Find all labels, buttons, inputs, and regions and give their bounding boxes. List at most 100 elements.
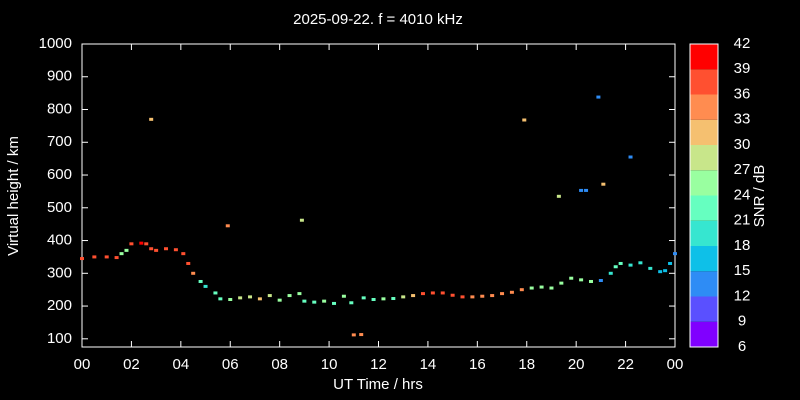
- data-point: [628, 155, 633, 159]
- data-point: [349, 301, 354, 305]
- data-point: [509, 290, 514, 294]
- data-point: [556, 194, 561, 198]
- colorbar-tick-label: 15: [734, 262, 751, 279]
- data-point: [673, 252, 677, 256]
- data-point: [559, 281, 564, 285]
- colorbar-tick-label: 9: [738, 313, 746, 330]
- data-point: [124, 248, 129, 252]
- y-tick-label: 900: [47, 68, 72, 85]
- data-point: [80, 257, 84, 261]
- data-point: [332, 301, 337, 305]
- colorbar-tick-label: 21: [734, 212, 751, 229]
- data-point: [228, 298, 233, 302]
- data-point: [648, 266, 653, 270]
- colorbar-bin: [690, 296, 718, 322]
- data-point: [601, 182, 606, 186]
- y-tick-label: 300: [47, 264, 72, 281]
- colorbar-tick-label: 18: [734, 237, 751, 254]
- colorbar-bin: [690, 170, 718, 196]
- data-point: [297, 292, 302, 296]
- data-point: [569, 276, 574, 280]
- colorbar-tick-label: 39: [734, 60, 751, 77]
- data-point: [430, 291, 435, 295]
- data-point: [519, 288, 524, 292]
- data-point: [359, 333, 364, 337]
- x-tick-label: 22: [617, 356, 634, 373]
- data-point: [198, 279, 203, 283]
- colorbar-tick-label: 33: [734, 111, 751, 128]
- data-point: [119, 252, 124, 256]
- data-point: [608, 271, 613, 275]
- data-point: [598, 279, 603, 283]
- data-point: [144, 242, 149, 246]
- y-tick-label: 400: [47, 232, 72, 249]
- chart-title: 2025-09-22. f = 4010 kHz: [293, 11, 463, 28]
- data-point: [539, 285, 544, 289]
- data-point: [213, 291, 218, 295]
- y-tick-label: 100: [47, 330, 72, 347]
- colorbar-bin: [690, 271, 718, 297]
- data-point: [628, 263, 633, 267]
- data-point: [638, 261, 643, 265]
- data-point: [411, 294, 416, 298]
- data-point: [341, 294, 346, 298]
- colorbar-bin: [690, 246, 718, 272]
- data-point: [238, 296, 243, 300]
- colorbar-tick-label: 27: [734, 161, 751, 178]
- data-point: [164, 247, 169, 251]
- data-point: [663, 269, 668, 273]
- y-axis-label: Virtual height / km: [5, 136, 22, 256]
- y-tick-label: 800: [47, 100, 72, 117]
- data-point: [450, 293, 455, 297]
- data-point: [173, 248, 178, 252]
- colorbar-tick-label: 6: [738, 338, 746, 355]
- colorbar-tick-label: 24: [734, 186, 751, 203]
- x-tick-label: 08: [271, 356, 288, 373]
- data-point: [371, 298, 376, 302]
- data-point: [584, 188, 589, 192]
- data-point: [522, 118, 527, 122]
- x-tick-label: 06: [222, 356, 239, 373]
- y-tick-label: 700: [47, 133, 72, 150]
- data-point: [312, 300, 317, 304]
- colorbar-tick-label: 42: [734, 35, 751, 52]
- x-tick-label: 18: [518, 356, 535, 373]
- x-tick-label: 12: [370, 356, 387, 373]
- y-tick-label: 500: [47, 199, 72, 216]
- data-point: [299, 218, 304, 222]
- data-point: [139, 241, 144, 245]
- data-point: [322, 299, 327, 303]
- data-point: [490, 294, 495, 298]
- data-point: [613, 265, 618, 269]
- data-point: [186, 261, 191, 265]
- data-point: [277, 298, 282, 302]
- colorbar-bin: [690, 195, 718, 221]
- data-point: [549, 286, 554, 290]
- colorbar-tick-label: 12: [734, 287, 751, 304]
- x-tick-label: 16: [469, 356, 486, 373]
- data-point: [248, 295, 253, 299]
- data-point: [391, 297, 396, 301]
- data-point: [618, 261, 623, 265]
- data-point: [154, 248, 159, 252]
- data-point: [579, 188, 584, 192]
- data-point: [225, 224, 230, 228]
- data-point: [440, 291, 445, 295]
- colorbar-bin: [690, 94, 718, 120]
- x-tick-label: 20: [568, 356, 585, 373]
- colorbar-label: SNR / dB: [751, 165, 768, 228]
- data-point: [381, 297, 386, 301]
- y-tick-label: 200: [47, 297, 72, 314]
- data-point: [460, 295, 465, 299]
- colorbar-bin: [690, 220, 718, 246]
- colorbar-frame: [689, 43, 719, 348]
- colorbar-bin: [690, 44, 718, 70]
- data-point: [257, 297, 262, 301]
- x-tick-label: 04: [172, 356, 189, 373]
- data-point: [480, 294, 485, 298]
- data-point: [149, 247, 154, 251]
- data-point: [104, 255, 109, 259]
- x-tick-label: 02: [123, 356, 140, 373]
